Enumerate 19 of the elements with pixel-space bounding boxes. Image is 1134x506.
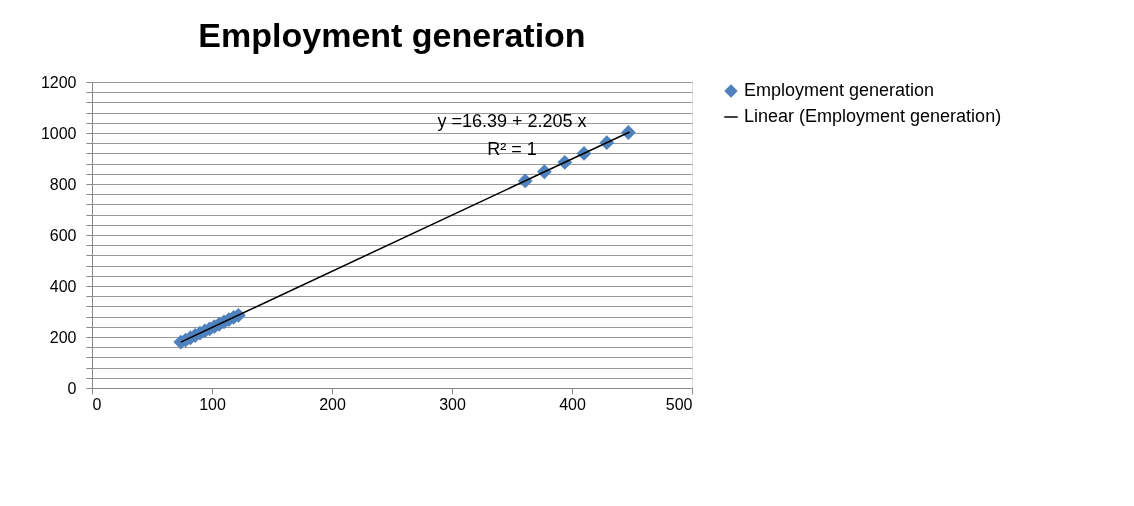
x-tick-label: 300: [439, 395, 466, 413]
x-tick-label: 500: [665, 395, 693, 413]
y-tick-label: 600: [49, 226, 77, 244]
annotation: y =16.39 + 2.205 x: [437, 111, 587, 131]
chart-title: Employment generation: [198, 16, 586, 54]
legend-label: Employment generation: [744, 80, 935, 100]
y-tick-label: 200: [49, 328, 77, 346]
annotation: R² = 1: [487, 139, 537, 159]
x-tick-label: 400: [559, 395, 586, 413]
point: [620, 125, 636, 140]
y-tick-label: 800: [49, 175, 77, 193]
y-tick-label: 1000: [40, 124, 77, 142]
x-tick-label: 0: [92, 395, 102, 413]
y-tick-label: 0: [67, 379, 77, 397]
y-tick-label: 400: [49, 277, 77, 295]
x-tick-label: 100: [199, 395, 226, 413]
y-tick-label: 1200: [40, 73, 77, 91]
legend-label: Linear (Employment generation): [744, 106, 1002, 126]
x-tick-label: 200: [319, 395, 346, 413]
